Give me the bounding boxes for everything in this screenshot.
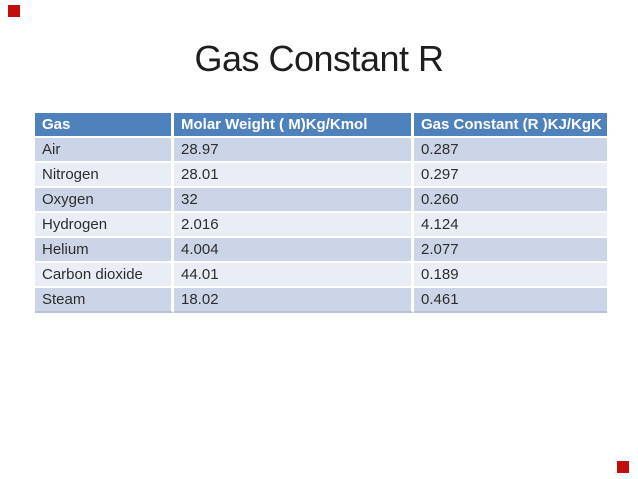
gas-constant-cell: 0.287 — [414, 138, 607, 163]
gas-name-cell: Helium — [35, 238, 174, 263]
table-header-row: Gas Molar Weight ( M)Kg/Kmol Gas Constan… — [35, 113, 607, 138]
gas-name-cell: Nitrogen — [35, 163, 174, 188]
gas-name-cell: Hydrogen — [35, 213, 174, 238]
gas-constant-cell: 0.189 — [414, 263, 607, 288]
molar-weight-cell: 4.004 — [174, 238, 414, 263]
gas-constant-table: Gas Molar Weight ( M)Kg/Kmol Gas Constan… — [35, 113, 607, 313]
gas-name-cell: Carbon dioxide — [35, 263, 174, 288]
slide-title: Gas Constant R — [194, 38, 444, 79]
column-header-gas-constant: Gas Constant (R )KJ/KgK — [414, 113, 607, 138]
corner-marker-top-left — [8, 5, 20, 17]
column-header-molar-weight: Molar Weight ( M)Kg/Kmol — [174, 113, 414, 138]
table-row: Hydrogen 2.016 4.124 — [35, 213, 607, 238]
gas-constant-cell: 0.260 — [414, 188, 607, 213]
gas-name-cell: Air — [35, 138, 174, 163]
molar-weight-cell: 44.01 — [174, 263, 414, 288]
gas-name-cell: Steam — [35, 288, 174, 313]
table-row: Air 28.97 0.287 — [35, 138, 607, 163]
molar-weight-cell: 18.02 — [174, 288, 414, 313]
molar-weight-cell: 28.01 — [174, 163, 414, 188]
table-row: Helium 4.004 2.077 — [35, 238, 607, 263]
molar-weight-cell: 2.016 — [174, 213, 414, 238]
gas-constant-cell: 2.077 — [414, 238, 607, 263]
column-header-gas: Gas — [35, 113, 174, 138]
table-row: Steam 18.02 0.461 — [35, 288, 607, 313]
gas-constant-cell: 0.297 — [414, 163, 607, 188]
table-row: Oxygen 32 0.260 — [35, 188, 607, 213]
gas-name-cell: Oxygen — [35, 188, 174, 213]
gas-constant-cell: 0.461 — [414, 288, 607, 313]
table-row: Nitrogen 28.01 0.297 — [35, 163, 607, 188]
molar-weight-cell: 32 — [174, 188, 414, 213]
gas-constant-cell: 4.124 — [414, 213, 607, 238]
molar-weight-cell: 28.97 — [174, 138, 414, 163]
corner-marker-bottom-right — [617, 461, 629, 473]
table-row: Carbon dioxide 44.01 0.189 — [35, 263, 607, 288]
